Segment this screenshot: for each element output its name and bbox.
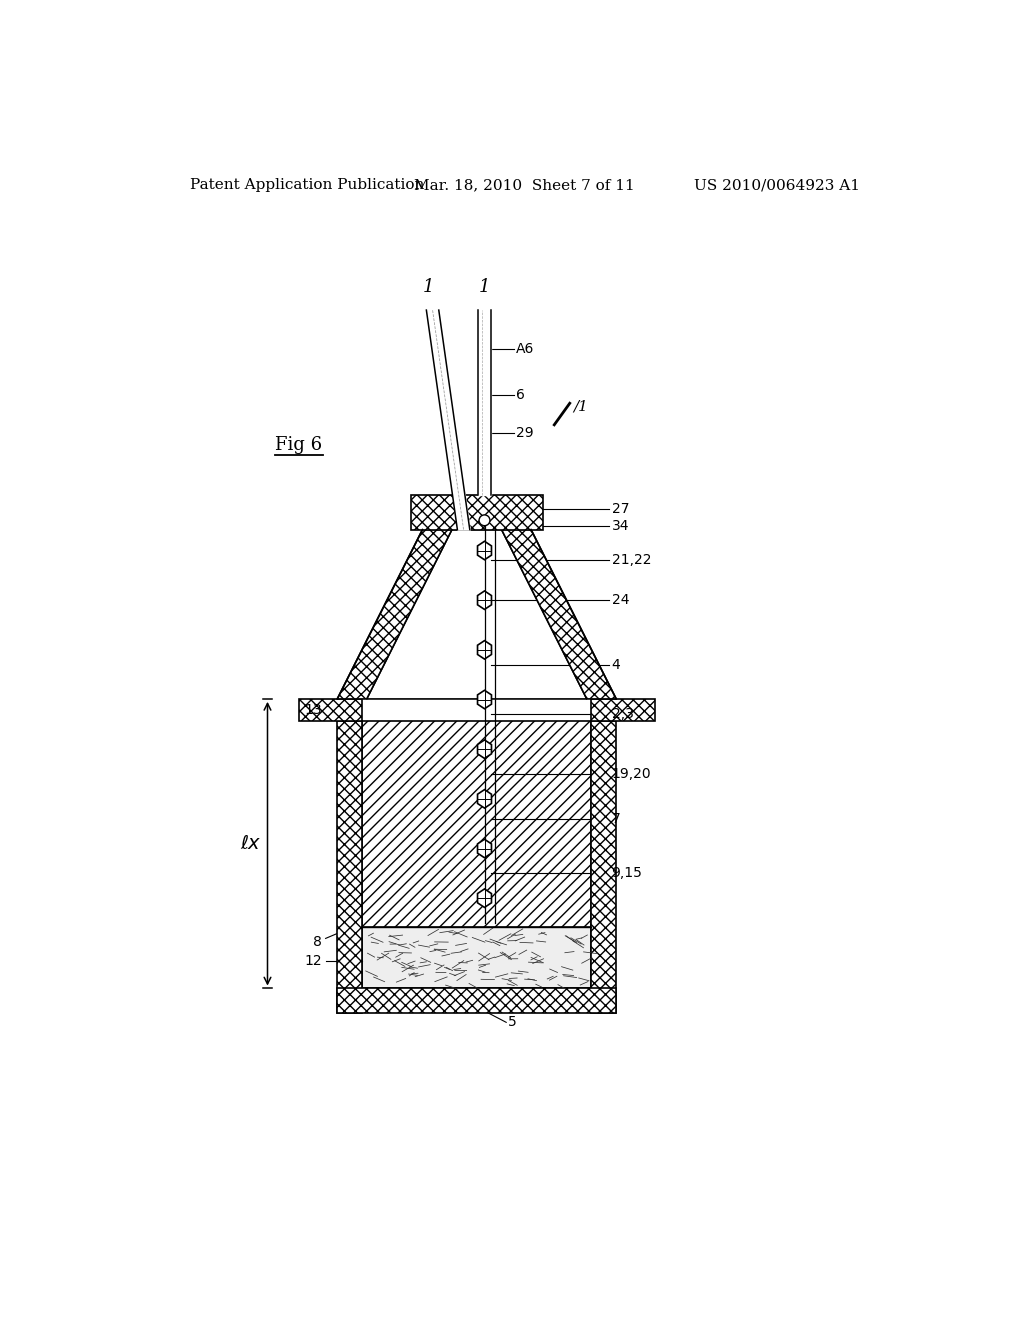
Text: 27: 27 [611, 502, 629, 516]
Polygon shape [592, 700, 655, 721]
Circle shape [479, 515, 489, 525]
Bar [362, 927, 592, 989]
Bar [362, 721, 592, 927]
Text: 5: 5 [508, 1015, 516, 1030]
Text: 29: 29 [516, 426, 534, 441]
Polygon shape [477, 690, 492, 709]
Polygon shape [337, 989, 616, 1014]
Polygon shape [477, 741, 492, 759]
Text: Mar. 18, 2010  Sheet 7 of 11: Mar. 18, 2010 Sheet 7 of 11 [415, 178, 635, 193]
Text: 19,20: 19,20 [611, 767, 651, 781]
Text: US 2010/0064923 A1: US 2010/0064923 A1 [693, 178, 859, 193]
Text: 24: 24 [611, 593, 629, 607]
Text: 13: 13 [304, 702, 322, 717]
Text: 7: 7 [611, 812, 621, 826]
Text: Patent Application Publication: Patent Application Publication [190, 178, 424, 193]
Text: /1: /1 [572, 400, 588, 413]
Text: A6: A6 [516, 342, 535, 355]
Polygon shape [502, 529, 616, 700]
Text: 34: 34 [611, 519, 629, 533]
Text: 1: 1 [479, 279, 490, 296]
Text: 12: 12 [304, 954, 322, 968]
Text: 21,22: 21,22 [611, 553, 651, 568]
Text: 6: 6 [516, 388, 525, 401]
Bar [411, 495, 543, 529]
Polygon shape [337, 721, 362, 1014]
Text: 9,15: 9,15 [611, 866, 642, 880]
Polygon shape [477, 840, 492, 858]
Polygon shape [477, 541, 492, 560]
Text: 8: 8 [313, 936, 322, 949]
Polygon shape [592, 721, 616, 1014]
Text: 1: 1 [423, 279, 434, 296]
Polygon shape [337, 529, 452, 700]
Polygon shape [477, 789, 492, 808]
Polygon shape [477, 640, 492, 659]
Text: 4: 4 [611, 657, 621, 672]
Text: 2,3: 2,3 [611, 708, 634, 722]
Text: ℓx: ℓx [241, 834, 260, 853]
Polygon shape [367, 529, 587, 700]
Polygon shape [299, 700, 362, 721]
Polygon shape [477, 888, 492, 907]
Polygon shape [477, 591, 492, 610]
Text: Fig 6: Fig 6 [275, 436, 323, 454]
